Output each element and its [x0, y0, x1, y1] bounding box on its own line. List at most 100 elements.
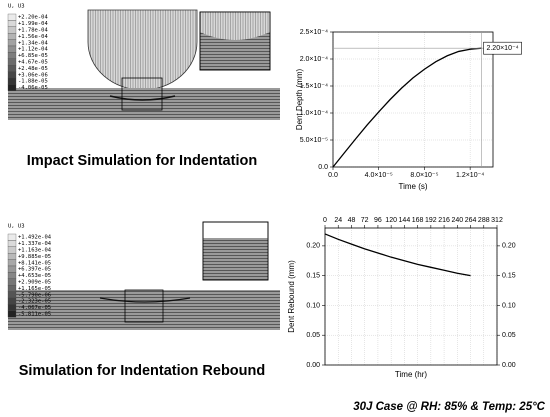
caption: Simulation for Indentation Rebound: [19, 363, 265, 379]
zoom-box: [124, 289, 164, 323]
legend-swatch: [7, 65, 17, 72]
x-tick-label: 0.0: [328, 172, 338, 179]
plot-frame: [324, 227, 498, 366]
y-tick-label: 0.05: [306, 332, 320, 339]
plate: [8, 290, 280, 330]
legend-label: +1.492e-04: [18, 235, 52, 241]
y-tick-label: 0.0: [318, 164, 328, 171]
y2-tick-label: 0.20: [502, 243, 516, 250]
legend-swatch: [7, 272, 17, 279]
x-tick-label: 24: [334, 217, 342, 224]
inset-indenter: [200, 12, 270, 40]
legend-swatch: [7, 297, 17, 305]
dent-zone: [99, 297, 191, 303]
legend-swatch: [7, 310, 17, 318]
x-tick-label: 1.2×10⁻⁴: [456, 172, 484, 179]
x-tick-label: 120: [385, 217, 397, 224]
x-tick-label: 72: [361, 217, 369, 224]
x-tick-label: 264: [465, 217, 477, 224]
annotation: 2.20×10⁻⁴: [486, 45, 518, 52]
legend-swatch: [7, 45, 17, 53]
legend-swatch: [7, 240, 17, 247]
x-tick-label: 312: [491, 217, 503, 224]
legend-label: -5.811e-05: [18, 312, 51, 318]
legend-label: +9.885e-05: [18, 254, 51, 260]
y-tick-label: 5.0×10⁻⁵: [300, 137, 328, 144]
legend-label: +1.337e-04: [18, 241, 52, 247]
x-tick-label: 4.0×10⁻⁵: [365, 172, 393, 179]
y2-tick-label: 0.15: [502, 272, 516, 279]
legend-swatch: [7, 253, 17, 260]
legend-label: +1.163e-04: [18, 248, 52, 254]
legend-swatch: [7, 233, 17, 241]
x-tick-label: 0: [323, 217, 327, 224]
x-tick-label: 8.0×10⁻⁵: [410, 172, 438, 179]
legend-swatch: [7, 20, 17, 27]
inset-frame: [199, 11, 271, 71]
x-axis-label: Time (hr): [395, 370, 427, 379]
legend-label: +1.56e-04: [18, 34, 48, 40]
legend-label: +4.653e-05: [18, 273, 51, 279]
annotation-box: [483, 41, 522, 55]
x-tick-label: 144: [399, 217, 411, 224]
legend-label: +3.06e-06: [18, 72, 48, 78]
legend-swatch: [7, 13, 17, 21]
legend-swatch: [7, 33, 17, 40]
legend-swatch: [7, 246, 17, 254]
y-tick-label: 0.10: [306, 302, 320, 309]
legend-swatch: [7, 291, 17, 299]
legend-swatch: [7, 77, 17, 85]
simulation-impact: [8, 9, 280, 120]
legend-label: -1.88e-05: [18, 79, 48, 85]
zoom-box: [121, 77, 163, 111]
legend-swatch: [7, 84, 17, 91]
legend-swatch: [7, 285, 17, 292]
legend-label: -2.323e-05: [18, 299, 51, 305]
x-tick-label: 192: [425, 217, 437, 224]
plot-frame: [332, 31, 494, 168]
y-tick-label: 1.0×10⁻⁴: [300, 110, 328, 117]
x-tick-label: 96: [374, 217, 382, 224]
legend-label: -5.790e-06: [18, 292, 51, 298]
x-tick-label: 240: [451, 217, 463, 224]
legend-swatch: [7, 278, 17, 286]
legend-label: +1.34e-04: [18, 40, 48, 46]
legend-label: +1.12e-04: [18, 47, 48, 53]
legend-label: -4.067e-05: [18, 305, 51, 311]
legend-label: +1.99e-04: [18, 21, 48, 27]
inset-plate: [203, 238, 268, 280]
x-axis-label: Time (s): [398, 182, 427, 191]
legend-label: +1.165e-05: [18, 286, 51, 292]
y2-tick-label: 0.05: [502, 332, 516, 339]
legend-swatch: [7, 259, 17, 267]
legend-label: -4.06e-05: [18, 85, 48, 91]
y-tick-label: 0.00: [306, 362, 320, 369]
y-tick-label: 0.15: [306, 272, 320, 279]
legend-label: +2.48e-05: [18, 66, 48, 72]
legend-swatch: [7, 265, 17, 273]
legend-swatch: [7, 71, 17, 79]
y-axis-label: Dent Rebound (mm): [287, 260, 296, 333]
legend-label: +6.397e-05: [18, 267, 51, 273]
legend-swatch: [7, 39, 17, 47]
y-tick-label: 2.0×10⁻⁴: [300, 56, 328, 63]
simulation-rebound: [8, 221, 280, 330]
x-tick-label: 168: [412, 217, 424, 224]
legend-label: +2.909e-05: [18, 280, 51, 286]
footer: 30J Case @ RH: 85% & Temp: 25°C: [353, 401, 545, 413]
y-tick-label: 0.20: [306, 243, 320, 250]
legend-label: +2.20e-04: [18, 15, 48, 21]
legend-swatch: [7, 58, 17, 66]
y-tick-label: 2.5×10⁻⁴: [300, 29, 328, 36]
legend-title: U, U3: [8, 224, 25, 230]
plate: [8, 88, 280, 120]
x-tick-label: 216: [438, 217, 450, 224]
y2-tick-label: 0.00: [502, 362, 516, 369]
y-axis-label: Dent Depth (mm): [295, 68, 304, 130]
data-line: [324, 233, 471, 277]
data-line: [332, 47, 482, 168]
legend-label: +6.85e-05: [18, 53, 48, 59]
legend-swatch: [7, 304, 17, 311]
legend-label: +1.78e-04: [18, 28, 48, 34]
